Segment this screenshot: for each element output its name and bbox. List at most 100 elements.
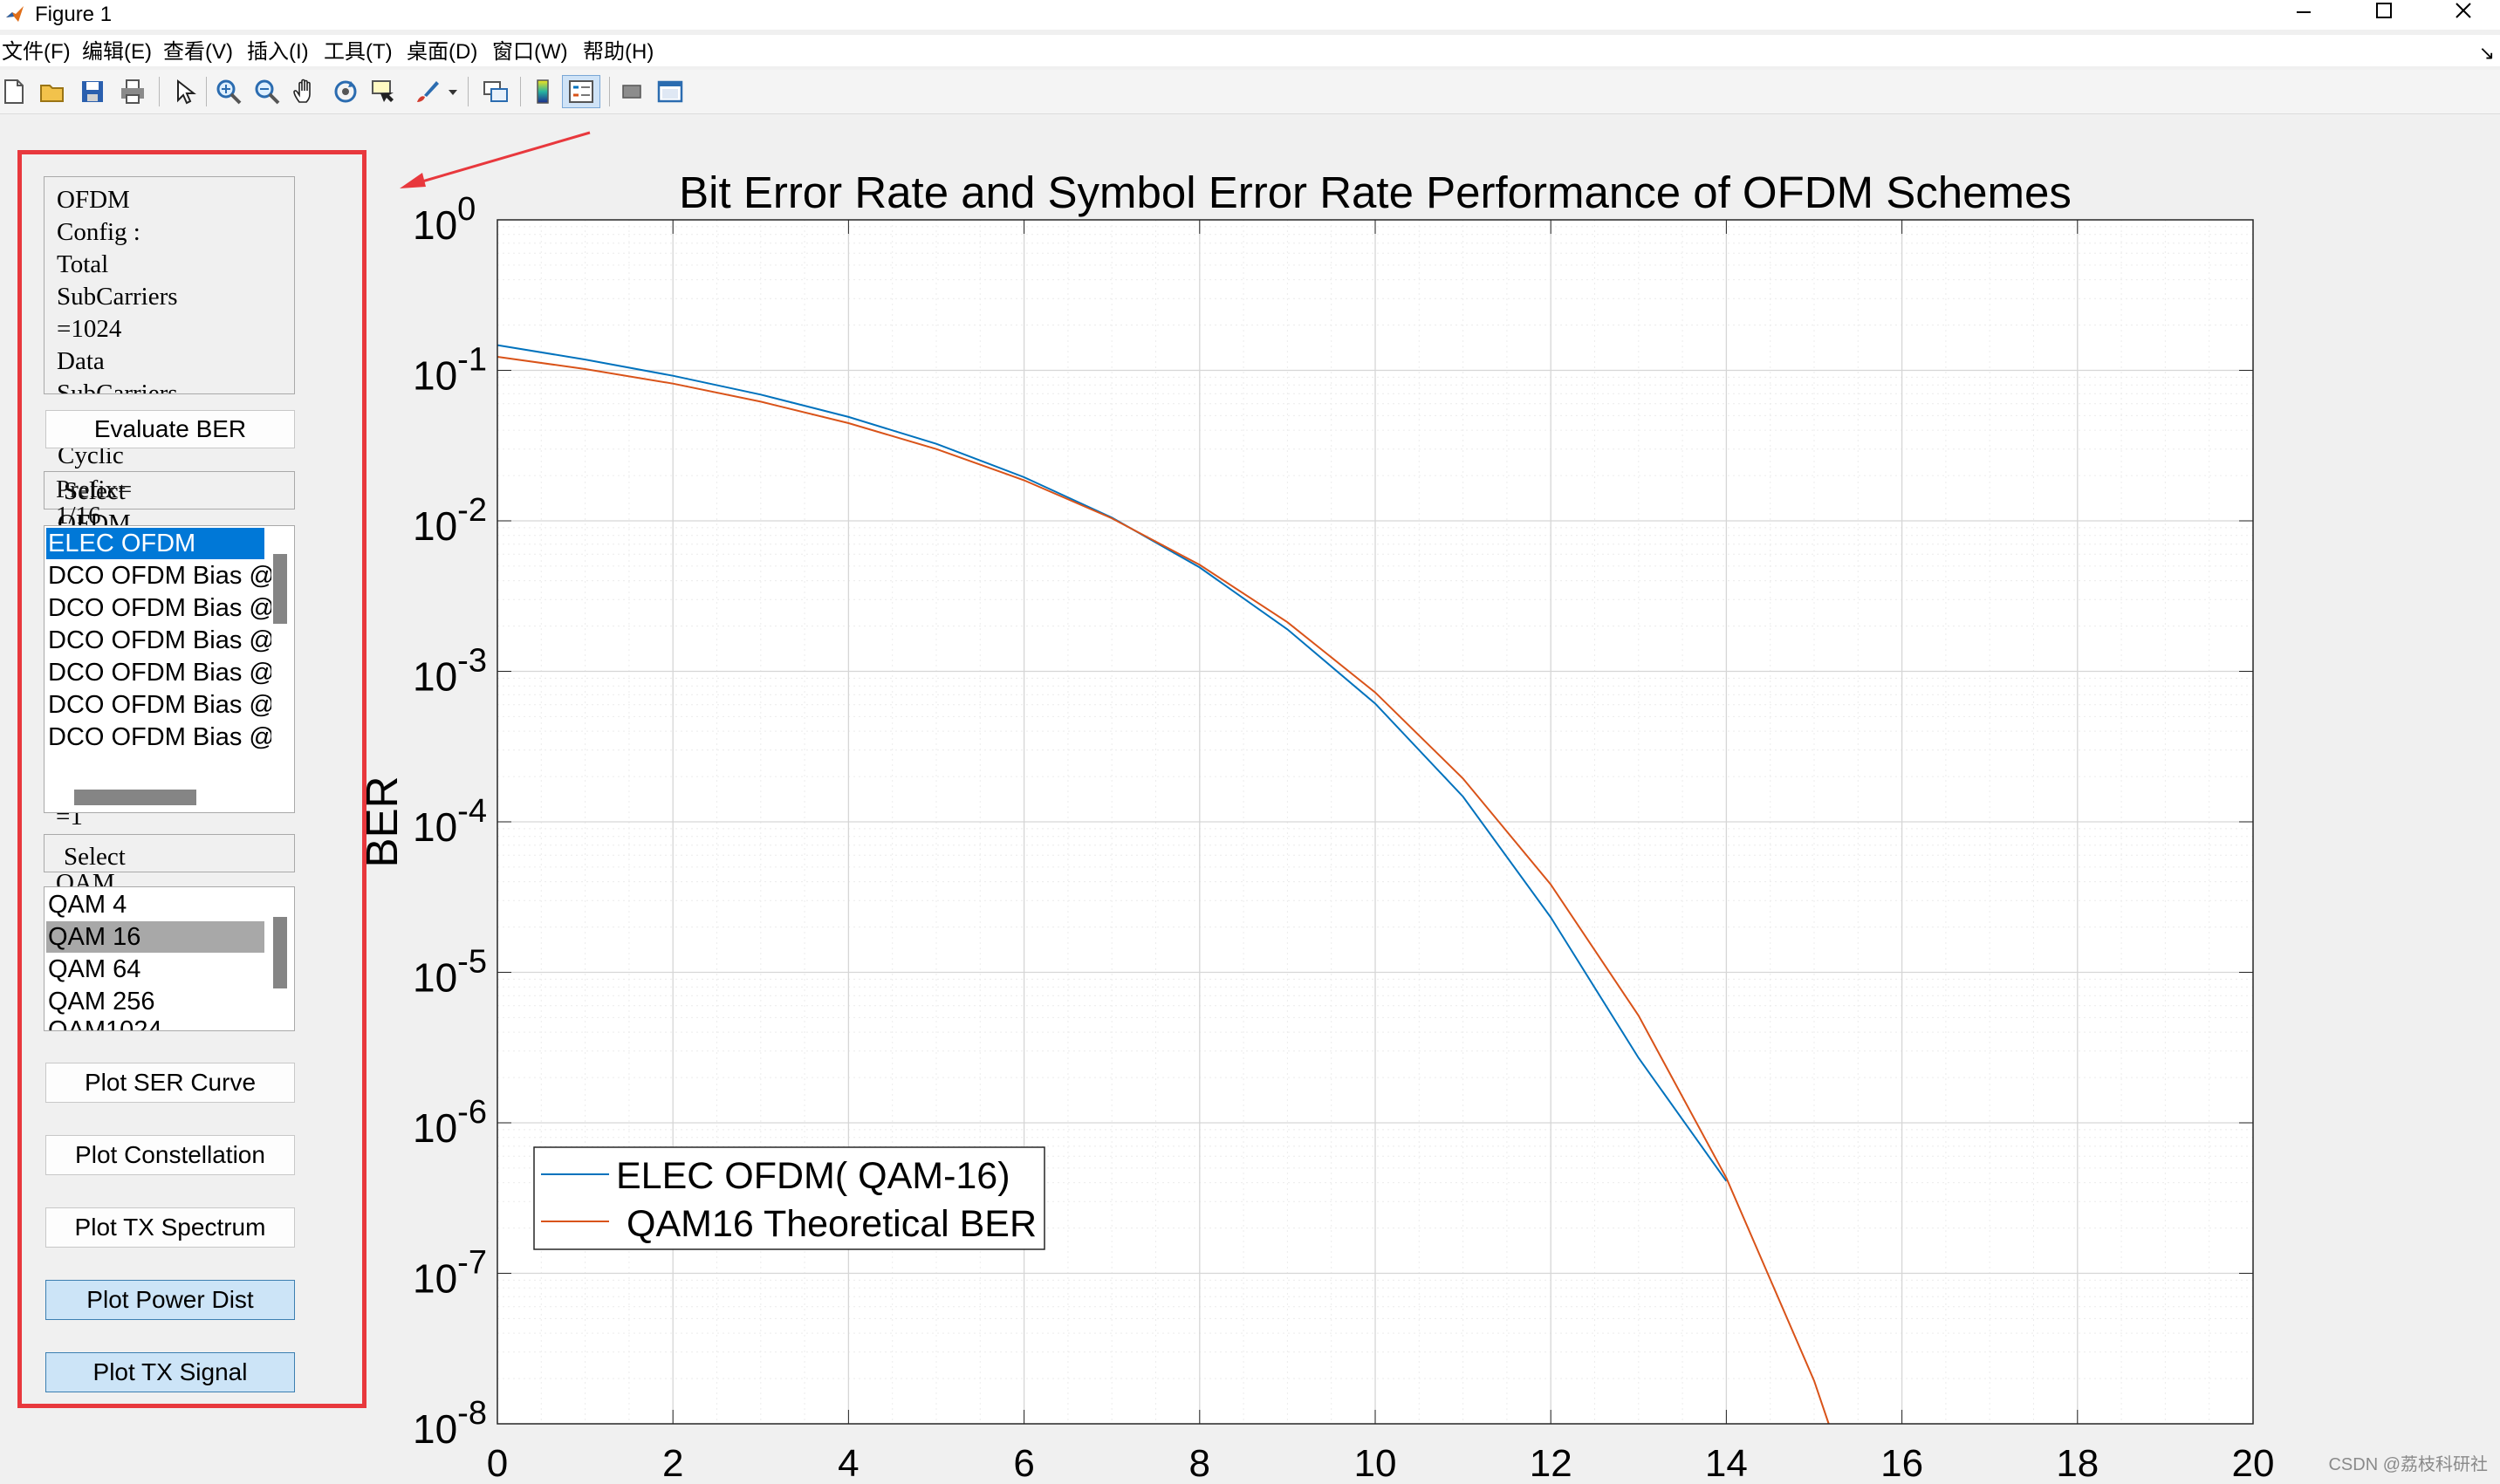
- scheme-select-popup[interactable]: Select: [44, 471, 295, 509]
- menu-insert[interactable]: 插入(I): [247, 40, 309, 64]
- list-item[interactable]: QAM1024: [46, 1018, 264, 1030]
- config-line: Data: [57, 347, 105, 375]
- brush-dropdown-icon[interactable]: [445, 78, 462, 106]
- menu-help[interactable]: 帮助(H): [583, 40, 654, 64]
- toolbar-separator: [609, 77, 610, 106]
- pointer-icon[interactable]: [169, 78, 197, 106]
- annotation-arrow: [409, 131, 591, 187]
- legend-box: [533, 1146, 1045, 1250]
- y-tick-label: 10-4: [413, 793, 487, 850]
- y-tick-exponent: -7: [457, 1245, 487, 1282]
- rotate-3d-icon[interactable]: [332, 78, 360, 106]
- y-tick-exponent: -2: [457, 492, 487, 529]
- y-tick-label: 10-5: [413, 944, 487, 1001]
- plot-ser-curve-button[interactable]: Plot SER Curve: [45, 1063, 295, 1103]
- x-tick-label: 8: [1189, 1442, 1210, 1484]
- qam-select-popup[interactable]: Select: [44, 834, 295, 872]
- pan-icon[interactable]: [291, 78, 319, 106]
- list-item[interactable]: DCO OFDM Bias @: [48, 562, 271, 590]
- list-item[interactable]: DCO OFDM Bias @: [48, 626, 271, 654]
- menu-overflow-icon[interactable]: ↘: [2478, 42, 2495, 64]
- print-icon[interactable]: [119, 78, 147, 106]
- x-tick-label: 0: [487, 1442, 508, 1484]
- window-title: Figure 1: [35, 3, 113, 26]
- y-tick-base: 10: [413, 955, 457, 1001]
- y-tick-label: 10-6: [413, 1094, 487, 1151]
- x-tick-label: 12: [1530, 1442, 1572, 1484]
- config-overflow-text: Prefix= 1/16: [56, 476, 132, 529]
- config-line: SubCarriers: [57, 380, 178, 394]
- open-file-icon[interactable]: [38, 78, 66, 106]
- new-figure-icon[interactable]: [0, 78, 28, 106]
- matlab-logo-icon: [6, 6, 24, 22]
- link-plot-icon[interactable]: [482, 78, 510, 106]
- legend-icon[interactable]: [567, 78, 595, 106]
- menu-view[interactable]: 查看(V): [163, 40, 233, 64]
- y-tick-base: 10: [413, 503, 457, 549]
- config-overflow-text: =1: [56, 813, 83, 827]
- plot-power-dist-button[interactable]: Plot Power Dist: [45, 1280, 295, 1320]
- brush-icon[interactable]: [414, 78, 442, 106]
- toolbar-separator: [520, 77, 521, 106]
- scheme-listbox[interactable]: ELEC OFDM DCO OFDM Bias @ DCO OFDM Bias …: [44, 525, 295, 813]
- list-item[interactable]: DCO OFDM Bias @: [48, 691, 271, 719]
- plot-constellation-button[interactable]: Plot Constellation: [45, 1135, 295, 1175]
- ofdm-config-frame: OFDM Config : Total SubCarriers =1024 Da…: [44, 176, 295, 394]
- save-icon[interactable]: [79, 78, 106, 106]
- hide-tools-icon[interactable]: [618, 78, 646, 106]
- list-item[interactable]: DCO OFDM Bias @: [48, 723, 271, 751]
- legend[interactable]: ELEC OFDM( QAM-16) QAM16 Theoretical BER: [533, 1146, 1045, 1250]
- list-item[interactable]: QAM 256: [48, 988, 155, 1016]
- list-item[interactable]: DCO OFDM Bias @: [48, 659, 271, 687]
- plot-tx-signal-button[interactable]: Plot TX Signal: [45, 1352, 295, 1392]
- menu-window[interactable]: 窗口(W): [492, 40, 568, 64]
- list-item[interactable]: ELEC OFDM: [46, 528, 264, 559]
- list-item[interactable]: QAM 4: [48, 891, 127, 919]
- legend-entry: QAM16 Theoretical BER: [627, 1203, 1037, 1245]
- scheme-list-vscroll-thumb[interactable]: [273, 554, 287, 624]
- y-tick-exponent: 0: [457, 191, 476, 228]
- y-tick-label: 10-7: [413, 1245, 487, 1302]
- dock-icon[interactable]: [656, 78, 684, 106]
- y-tick-base: 10: [413, 1105, 457, 1151]
- menu-edit[interactable]: 编辑(E): [82, 40, 152, 64]
- y-tick-exponent: -4: [457, 793, 487, 830]
- x-tick-label: 4: [838, 1442, 859, 1484]
- x-tick-label: 20: [2232, 1442, 2275, 1484]
- list-item[interactable]: DCO OFDM Bias @: [48, 594, 271, 622]
- close-icon: [2455, 3, 2471, 18]
- y-tick-exponent: -8: [457, 1395, 487, 1432]
- minimize-button[interactable]: [2264, 0, 2343, 30]
- close-button[interactable]: [2425, 0, 2500, 30]
- toolbar-separator: [206, 77, 207, 106]
- menu-file[interactable]: 文件(F): [2, 40, 71, 64]
- menu-desktop[interactable]: 桌面(D): [407, 40, 478, 64]
- y-tick-label: 10-2: [413, 492, 487, 549]
- zoom-in-icon[interactable]: [215, 78, 243, 106]
- qam-select-overlap: QAM: [56, 874, 115, 886]
- qam-select-label: Select: [64, 843, 126, 871]
- qam-listbox[interactable]: QAM 4 QAM 16 QAM 64 QAM 256 QAM1024: [44, 886, 295, 1031]
- colorbar-icon[interactable]: [529, 78, 557, 106]
- qam-list-vscroll-thumb[interactable]: [273, 917, 287, 988]
- minimize-icon: [2297, 11, 2311, 13]
- data-cursor-icon[interactable]: [370, 78, 398, 106]
- x-tick-label: 16: [1880, 1442, 1923, 1484]
- axis-ticks: [497, 219, 2254, 1425]
- y-tick-label: 100: [413, 191, 476, 248]
- series-line-qam16-theoretical: [497, 356, 1830, 1425]
- figure-toolbar: [0, 70, 2500, 114]
- list-item[interactable]: QAM 64: [48, 955, 141, 983]
- zoom-out-icon[interactable]: [253, 78, 281, 106]
- list-item[interactable]: QAM 16: [46, 921, 264, 953]
- y-tick-label: 10-1: [413, 342, 487, 399]
- maximize-icon: [2376, 3, 2392, 18]
- evaluate-ber-button[interactable]: Evaluate BER: [45, 410, 295, 448]
- scheme-list-hscroll-thumb[interactable]: [74, 790, 196, 805]
- maximize-button[interactable]: [2345, 0, 2423, 30]
- plot-tx-spectrum-button[interactable]: Plot TX Spectrum: [45, 1207, 295, 1248]
- menu-tools[interactable]: 工具(T): [324, 40, 393, 64]
- config-line: OFDM: [57, 186, 130, 214]
- scheme-select-label: Select: [64, 477, 126, 505]
